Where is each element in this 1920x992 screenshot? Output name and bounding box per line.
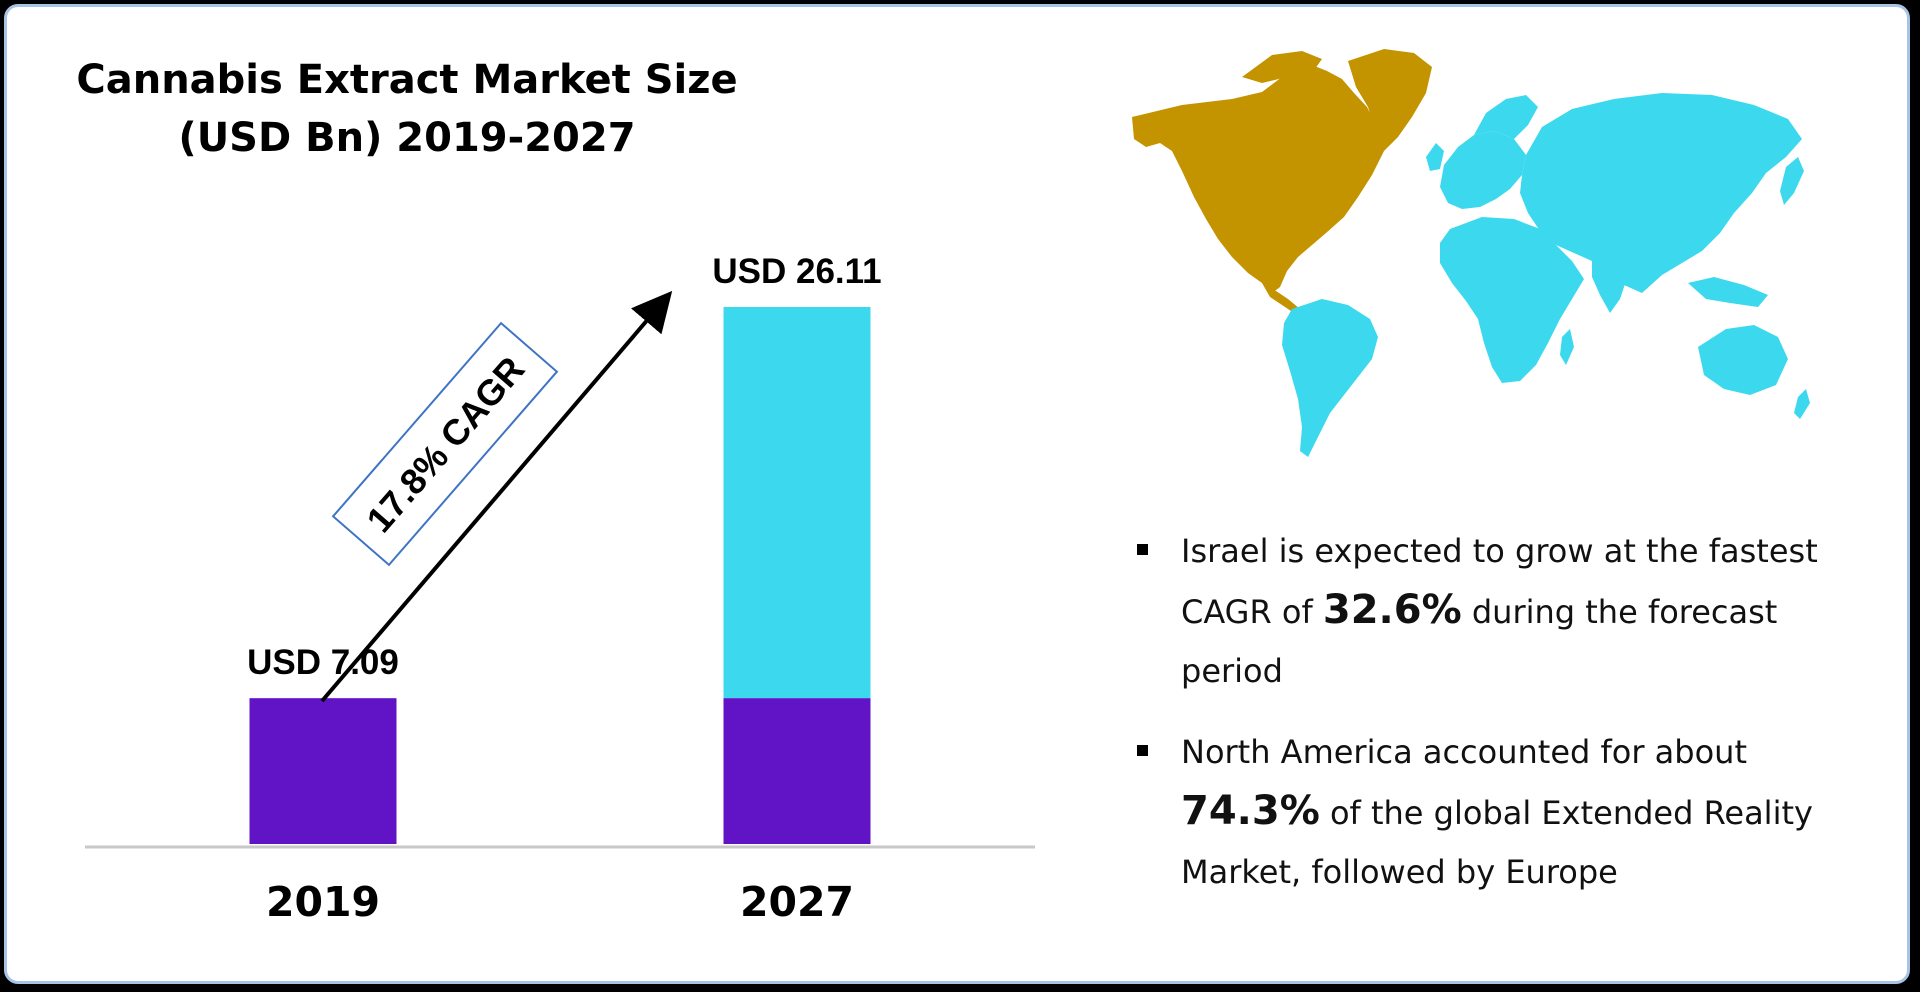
- map-asia: [1520, 93, 1802, 293]
- value-label-2019: USD 7.09: [247, 643, 399, 682]
- cagr-label: 17.8% CAGR: [358, 349, 532, 540]
- infographic-card: Cannabis Extract Market Size (USD Bn) 20…: [4, 4, 1910, 984]
- map-arctic-islands: [1242, 51, 1322, 83]
- bullet-icon: [1137, 745, 1148, 756]
- map-south-america: [1282, 299, 1378, 457]
- bullet-icon: [1137, 544, 1148, 555]
- map-scandinavia: [1474, 95, 1538, 139]
- map-europe: [1440, 131, 1526, 209]
- map-madagascar: [1560, 329, 1574, 365]
- map-australia: [1698, 325, 1788, 395]
- map-japan: [1780, 157, 1804, 205]
- map-southeast-asia: [1688, 277, 1768, 307]
- growth-arrow: [320, 290, 673, 703]
- insight-text-after: of the global Extended Reality Market, f…: [1181, 794, 1813, 891]
- title-line-1: Cannabis Extract Market Size: [76, 57, 738, 103]
- insight-north-america: North America accounted for about 74.3% …: [1137, 723, 1837, 902]
- bar-2019: [249, 698, 397, 844]
- title-line-2: (USD Bn) 2019-2027: [178, 115, 636, 161]
- cagr-callout: 17.8% CAGR: [331, 321, 559, 567]
- chart-title: Cannabis Extract Market Size (USD Bn) 20…: [47, 51, 767, 167]
- insight-text: Israel is expected to grow at the fastes…: [1181, 522, 1837, 701]
- insight-text-before: Israel is expected to grow at the fastes…: [1181, 532, 1818, 631]
- map-north-america: [1132, 65, 1384, 293]
- insight-highlight: 32.6%: [1322, 587, 1462, 633]
- map-uk: [1426, 143, 1444, 171]
- map-central-america: [1262, 283, 1300, 313]
- world-map: [1132, 49, 1810, 457]
- map-africa: [1440, 217, 1584, 383]
- bar-2027-growth: [723, 307, 871, 699]
- bar-chart: USD 7.09 2019 USD 26.11 2027 17.8% CAGR: [85, 252, 1035, 926]
- insight-text: North America accounted for about 74.3% …: [1181, 723, 1837, 902]
- insight-text-before: North America accounted for about: [1181, 733, 1747, 771]
- cagr-box: [331, 321, 559, 567]
- insight-highlight: 74.3%: [1181, 788, 1320, 834]
- map-india: [1592, 259, 1628, 313]
- insight-israel: Israel is expected to grow at the fastes…: [1137, 522, 1837, 701]
- bar-2027-base: [723, 698, 871, 844]
- tick-label-2019: 2019: [266, 878, 380, 926]
- map-new-zealand: [1794, 389, 1810, 419]
- value-label-2027: USD 26.11: [712, 252, 881, 291]
- insight-text-after: during the forecast period: [1181, 593, 1778, 690]
- map-greenland: [1348, 49, 1432, 151]
- tick-label-2027: 2027: [740, 878, 854, 926]
